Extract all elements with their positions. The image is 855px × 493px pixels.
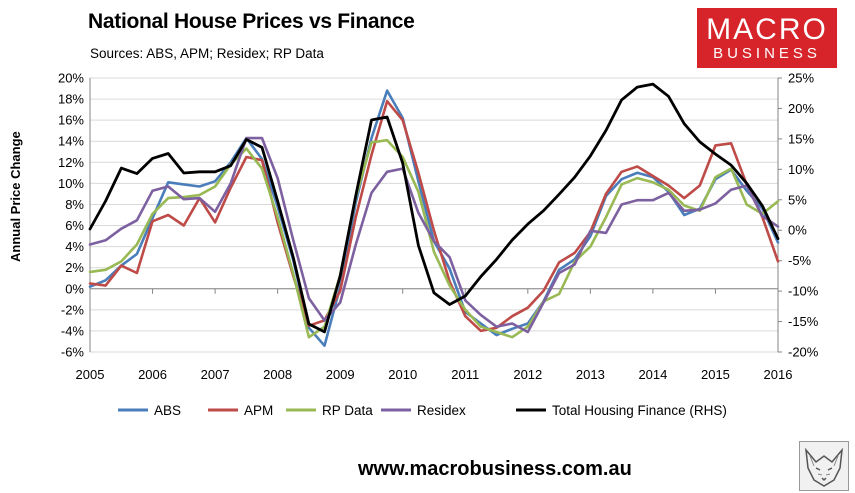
y-tick-label: 12% <box>58 155 84 170</box>
wolf-badge-icon <box>799 441 849 491</box>
page-title: National House Prices vs Finance <box>88 10 415 33</box>
logo-line-business: BUSINESS <box>713 45 821 62</box>
y-tick-label: 0% <box>65 281 84 296</box>
plot-area-frame <box>89 77 779 353</box>
y-tick-label: 2% <box>65 260 84 275</box>
x-tick-label: 2008 <box>263 367 292 382</box>
x-tick-label: 2011 <box>451 367 479 382</box>
y2-tick-label: -5% <box>788 253 812 268</box>
x-tick-label: 2014 <box>638 367 667 382</box>
series-line-apm <box>88 99 780 333</box>
series-line-residex <box>88 136 780 334</box>
x-tick-label: 2016 <box>764 367 793 382</box>
y-tick-label: 6% <box>65 218 84 233</box>
y-tick-label: -2% <box>61 302 85 317</box>
y2-tick-label: -10% <box>788 284 819 299</box>
y-tick-label: 16% <box>58 113 84 128</box>
x-tick-label: 2005 <box>76 367 105 382</box>
y2-tick-label: 15% <box>788 131 814 146</box>
legend-label: ABS <box>154 403 181 418</box>
series-line-total-housing-finance-rhs <box>88 82 780 334</box>
legend-label: Total Housing Finance (RHS) <box>552 403 727 418</box>
y2-tick-label: 10% <box>788 162 814 177</box>
x-tick-label: 2009 <box>326 367 355 382</box>
y2-tick-label: 25% <box>788 71 814 86</box>
x-tick-label: 2013 <box>576 367 605 382</box>
macrobusiness-logo: MACRO BUSINESS <box>697 8 837 68</box>
x-tick-label: 2007 <box>201 367 230 382</box>
line-chart: 20% 18% 16% 14% 12% 10% 8% 6% 4% 2% 0% -2% -4% -6% 25%… <box>58 71 819 419</box>
website-url[interactable]: www.macrobusiness.com.au <box>358 458 632 480</box>
y-tick-label: 18% <box>58 92 84 107</box>
y-tick-label: -6% <box>61 345 85 360</box>
chart-sources: Sources: ABS, APM; Residex; RP Data <box>90 46 324 61</box>
logo-line-macro: MACRO <box>706 13 828 46</box>
series-line-abs <box>88 89 780 348</box>
series-line-rp-data <box>88 138 780 339</box>
y-tick-label: 4% <box>65 239 84 254</box>
legend-label: APM <box>244 403 273 418</box>
x-tick-label: 2015 <box>701 367 730 382</box>
y-tick-label: -4% <box>61 323 85 338</box>
legend-label: RP Data <box>322 403 373 418</box>
y-tick-label: 10% <box>58 176 84 191</box>
x-tick-label: 2010 <box>388 367 417 382</box>
x-tick-label: 2012 <box>513 367 542 382</box>
y2-tick-label: 20% <box>788 101 814 116</box>
x-tick-label: 2006 <box>138 367 167 382</box>
y2-tick-label: -20% <box>788 345 819 360</box>
y2-tick-label: 0% <box>788 223 807 238</box>
y-tick-label: 14% <box>58 134 84 149</box>
y-tick-label: 8% <box>65 197 84 212</box>
legend-label: Residex <box>417 403 466 418</box>
y2-tick-label: 5% <box>788 192 807 207</box>
y2-tick-label: -15% <box>788 314 819 329</box>
y-tick-label: 20% <box>58 71 84 86</box>
